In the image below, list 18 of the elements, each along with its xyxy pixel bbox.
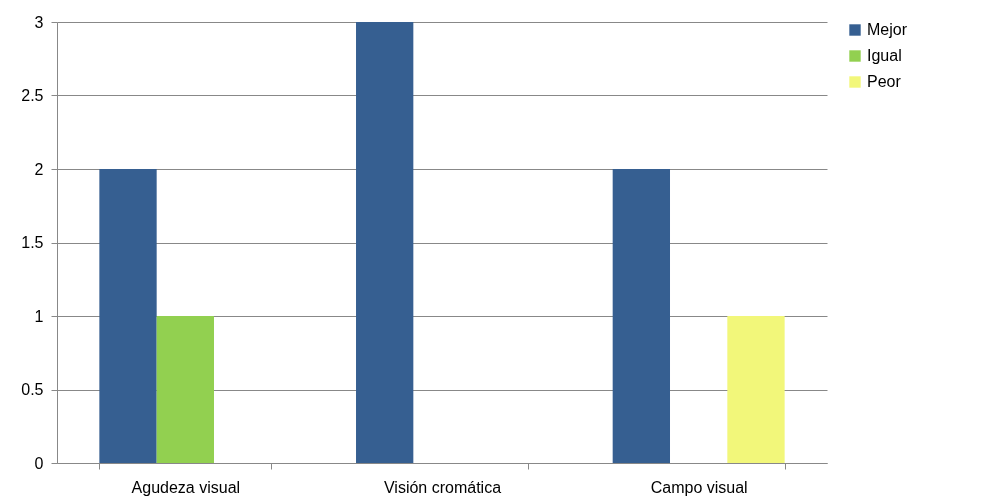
- y-tick-label: 1: [34, 307, 44, 325]
- y-tick-label: 3: [34, 13, 44, 31]
- x-tick-label: Agudeza visual: [131, 478, 241, 496]
- y-tick-label: 2: [34, 160, 44, 178]
- y-tick-label: 2.5: [21, 87, 44, 104]
- bar: [727, 316, 785, 463]
- y-tick-label: 0.5: [21, 381, 44, 398]
- bar: [356, 22, 414, 463]
- legend-label: Peor: [867, 73, 902, 90]
- bar: [612, 169, 671, 463]
- x-tick-label: Visión cromática: [383, 478, 502, 496]
- y-tick-label: 1.5: [21, 234, 44, 251]
- bar: [156, 316, 214, 463]
- x-tick-label: Campo visual: [650, 478, 748, 496]
- y-tick-label: 0: [34, 454, 44, 472]
- legend-label: Igual: [867, 47, 902, 64]
- bar: [99, 169, 157, 463]
- legend-label: Mejor: [867, 21, 908, 38]
